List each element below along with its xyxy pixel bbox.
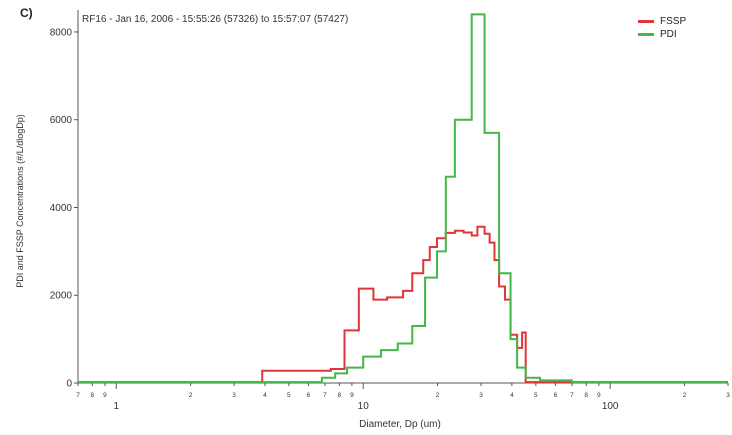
x-minor-tick-label: 7 — [323, 392, 327, 399]
legend-swatch-pdi — [638, 33, 654, 36]
y-tick-label: 2000 — [50, 291, 73, 302]
series-layer — [78, 13, 728, 384]
x-major-tick-label: 100 — [602, 401, 619, 412]
x-minor-tick-label: 8 — [337, 392, 341, 399]
legend-label-pdi: PDI — [660, 29, 677, 40]
x-minor-tick-label: 3 — [232, 392, 236, 399]
legend-label-fssp: FSSP — [660, 16, 687, 27]
y-tick-label: 6000 — [50, 115, 73, 126]
y-tick-label: 4000 — [50, 203, 73, 214]
x-minor-tick-label: 8 — [91, 392, 95, 399]
x-axis: 7 8 9 2 3 4 5 6 7 8 9 2 3 4 5 6 7 8 9 2 3 1 10 100 — [76, 383, 730, 412]
series-line-fssp — [78, 225, 728, 384]
y-axis-label: PDI and FSSP Concentrations (#/L/dlogDp) — [15, 114, 25, 288]
plot-frame — [77, 10, 728, 384]
chart-subtitle: RF16 - Jan 16, 2006 - 15:55:26 (57326) t… — [82, 14, 349, 25]
x-minor-tick-label: 7 — [76, 392, 80, 399]
x-minor-tick-label: 6 — [554, 392, 558, 399]
x-minor-tick-label: 2 — [189, 392, 193, 399]
legend-item-pdi: PDI — [638, 28, 686, 41]
x-minor-tick-label: 4 — [510, 392, 514, 399]
x-minor-tick-label: 2 — [683, 392, 687, 399]
x-major-tick-label: 1 — [113, 401, 119, 412]
x-minor-tick-label: 5 — [534, 392, 538, 399]
x-minor-tick-label: 7 — [570, 392, 574, 399]
x-minor-tick-label: 3 — [479, 392, 483, 399]
legend: FSSP PDI — [638, 15, 686, 41]
y-tick-label: 8000 — [50, 27, 73, 38]
x-minor-tick-label: 6 — [307, 392, 311, 399]
x-minor-tick-label: 9 — [103, 392, 107, 399]
x-minor-tick-label: 5 — [287, 392, 291, 399]
x-minor-tick-label: 8 — [584, 392, 588, 399]
y-tick-label: 0 — [66, 379, 72, 390]
x-minor-tick-label: 9 — [350, 392, 354, 399]
y-axis: 0 2000 4000 6000 8000 — [50, 27, 78, 390]
series-line-pdi — [78, 13, 728, 384]
x-minor-tick-label: 2 — [436, 392, 440, 399]
x-axis-label: Diameter, Dp (um) — [359, 419, 441, 430]
x-minor-tick-label: 3 — [726, 392, 730, 399]
x-minor-tick-label: 9 — [597, 392, 601, 399]
x-major-tick-label: 10 — [358, 401, 370, 412]
legend-item-fssp: FSSP — [638, 15, 686, 28]
x-minor-tick-label: 4 — [263, 392, 267, 399]
panel-label: C) — [20, 6, 33, 20]
legend-swatch-fssp — [638, 20, 654, 23]
